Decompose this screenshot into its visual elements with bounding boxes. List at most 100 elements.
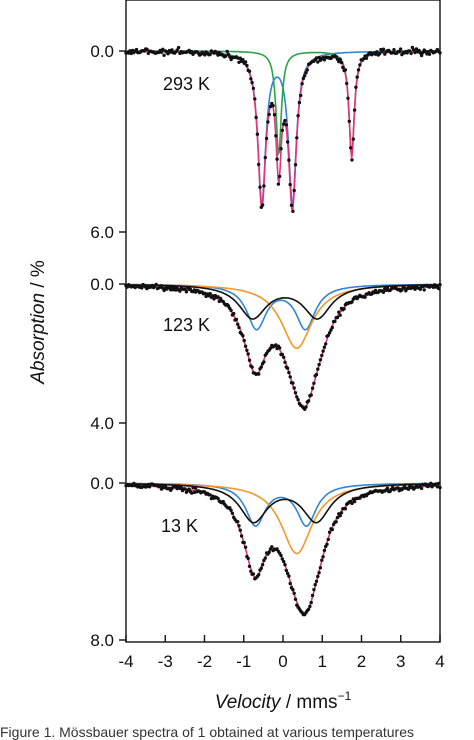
data-point bbox=[292, 591, 296, 595]
data-point bbox=[287, 574, 291, 578]
data-point bbox=[260, 563, 265, 567]
data-point bbox=[381, 290, 386, 294]
data-point bbox=[229, 508, 233, 512]
data-point bbox=[229, 308, 233, 313]
data-point bbox=[320, 558, 324, 562]
data-point bbox=[224, 54, 228, 58]
data-point bbox=[334, 520, 338, 524]
data-point bbox=[345, 81, 349, 86]
data-point bbox=[285, 366, 290, 370]
data-point bbox=[208, 493, 212, 497]
data-point bbox=[304, 405, 308, 409]
data-point bbox=[392, 48, 396, 52]
data-point bbox=[330, 325, 334, 330]
data-point bbox=[250, 365, 254, 369]
data-point bbox=[418, 483, 422, 487]
data-point bbox=[426, 50, 430, 54]
fit-total-2 bbox=[126, 285, 441, 410]
data-point bbox=[287, 158, 291, 162]
y-tick-label: 0.0 bbox=[90, 474, 114, 493]
data-point bbox=[421, 50, 425, 55]
data-point bbox=[247, 358, 252, 362]
data-point bbox=[249, 569, 253, 573]
data-point bbox=[259, 566, 263, 570]
data-point bbox=[284, 568, 288, 573]
data-point bbox=[187, 487, 191, 491]
data-point bbox=[423, 49, 428, 54]
data-point bbox=[230, 511, 235, 515]
data-point bbox=[438, 51, 442, 55]
data-point bbox=[351, 137, 355, 141]
data-point bbox=[352, 499, 357, 504]
data-point bbox=[249, 77, 253, 81]
data-point bbox=[284, 123, 288, 127]
data-point bbox=[161, 47, 165, 51]
data-point bbox=[288, 182, 292, 187]
data-point bbox=[335, 315, 340, 320]
data-point bbox=[316, 60, 320, 64]
data-point bbox=[239, 534, 244, 538]
data-point bbox=[381, 47, 386, 51]
data-point bbox=[289, 203, 294, 207]
data-point bbox=[159, 487, 164, 491]
data-point bbox=[245, 348, 249, 352]
data-point bbox=[293, 391, 298, 395]
data-point bbox=[325, 542, 329, 546]
data-point bbox=[274, 343, 278, 347]
data-point bbox=[263, 155, 267, 160]
data-point bbox=[162, 53, 166, 57]
data-point bbox=[251, 86, 256, 91]
data-point bbox=[184, 290, 189, 294]
data-point bbox=[170, 285, 174, 289]
data-point bbox=[429, 481, 433, 485]
data-point bbox=[358, 63, 362, 67]
data-point bbox=[322, 58, 327, 62]
data-point bbox=[338, 313, 342, 317]
data-point bbox=[305, 68, 309, 72]
data-point bbox=[247, 69, 252, 74]
data-point bbox=[309, 600, 313, 605]
data-point bbox=[326, 333, 330, 338]
data-point bbox=[251, 572, 256, 576]
data-point bbox=[350, 501, 354, 506]
data-point bbox=[397, 50, 401, 54]
temperature-label: 123 K bbox=[163, 315, 210, 335]
data-point bbox=[159, 50, 164, 54]
data-point bbox=[225, 49, 229, 54]
data-point bbox=[313, 583, 317, 587]
data-point bbox=[175, 48, 179, 52]
data-point bbox=[408, 49, 412, 53]
data-point bbox=[400, 288, 404, 292]
data-point bbox=[271, 104, 275, 108]
data-point bbox=[418, 51, 422, 55]
data-point bbox=[288, 375, 292, 379]
data-point bbox=[169, 288, 173, 292]
data-point bbox=[282, 122, 286, 126]
data-point bbox=[337, 310, 341, 314]
data-point bbox=[282, 355, 286, 359]
data-point bbox=[147, 485, 152, 489]
data-point bbox=[258, 185, 262, 189]
data-point bbox=[292, 386, 296, 390]
data-point bbox=[300, 82, 304, 86]
data-point bbox=[364, 56, 369, 60]
data-point bbox=[238, 528, 242, 532]
data-point bbox=[316, 574, 320, 579]
data-point bbox=[409, 51, 413, 56]
data-point bbox=[339, 60, 344, 65]
data-point bbox=[346, 96, 350, 101]
data-point bbox=[203, 53, 207, 57]
data-point bbox=[347, 119, 351, 124]
data-point bbox=[293, 163, 298, 167]
temperature-label: 13 K bbox=[161, 516, 198, 536]
data-point bbox=[306, 399, 311, 403]
data-point bbox=[283, 563, 287, 567]
data-point bbox=[267, 550, 271, 554]
data-point bbox=[245, 63, 249, 68]
data-point bbox=[279, 147, 283, 151]
data-point bbox=[264, 136, 269, 141]
data-point bbox=[236, 56, 240, 60]
data-point bbox=[341, 65, 345, 70]
data-point bbox=[291, 209, 295, 213]
data-point bbox=[414, 47, 419, 51]
